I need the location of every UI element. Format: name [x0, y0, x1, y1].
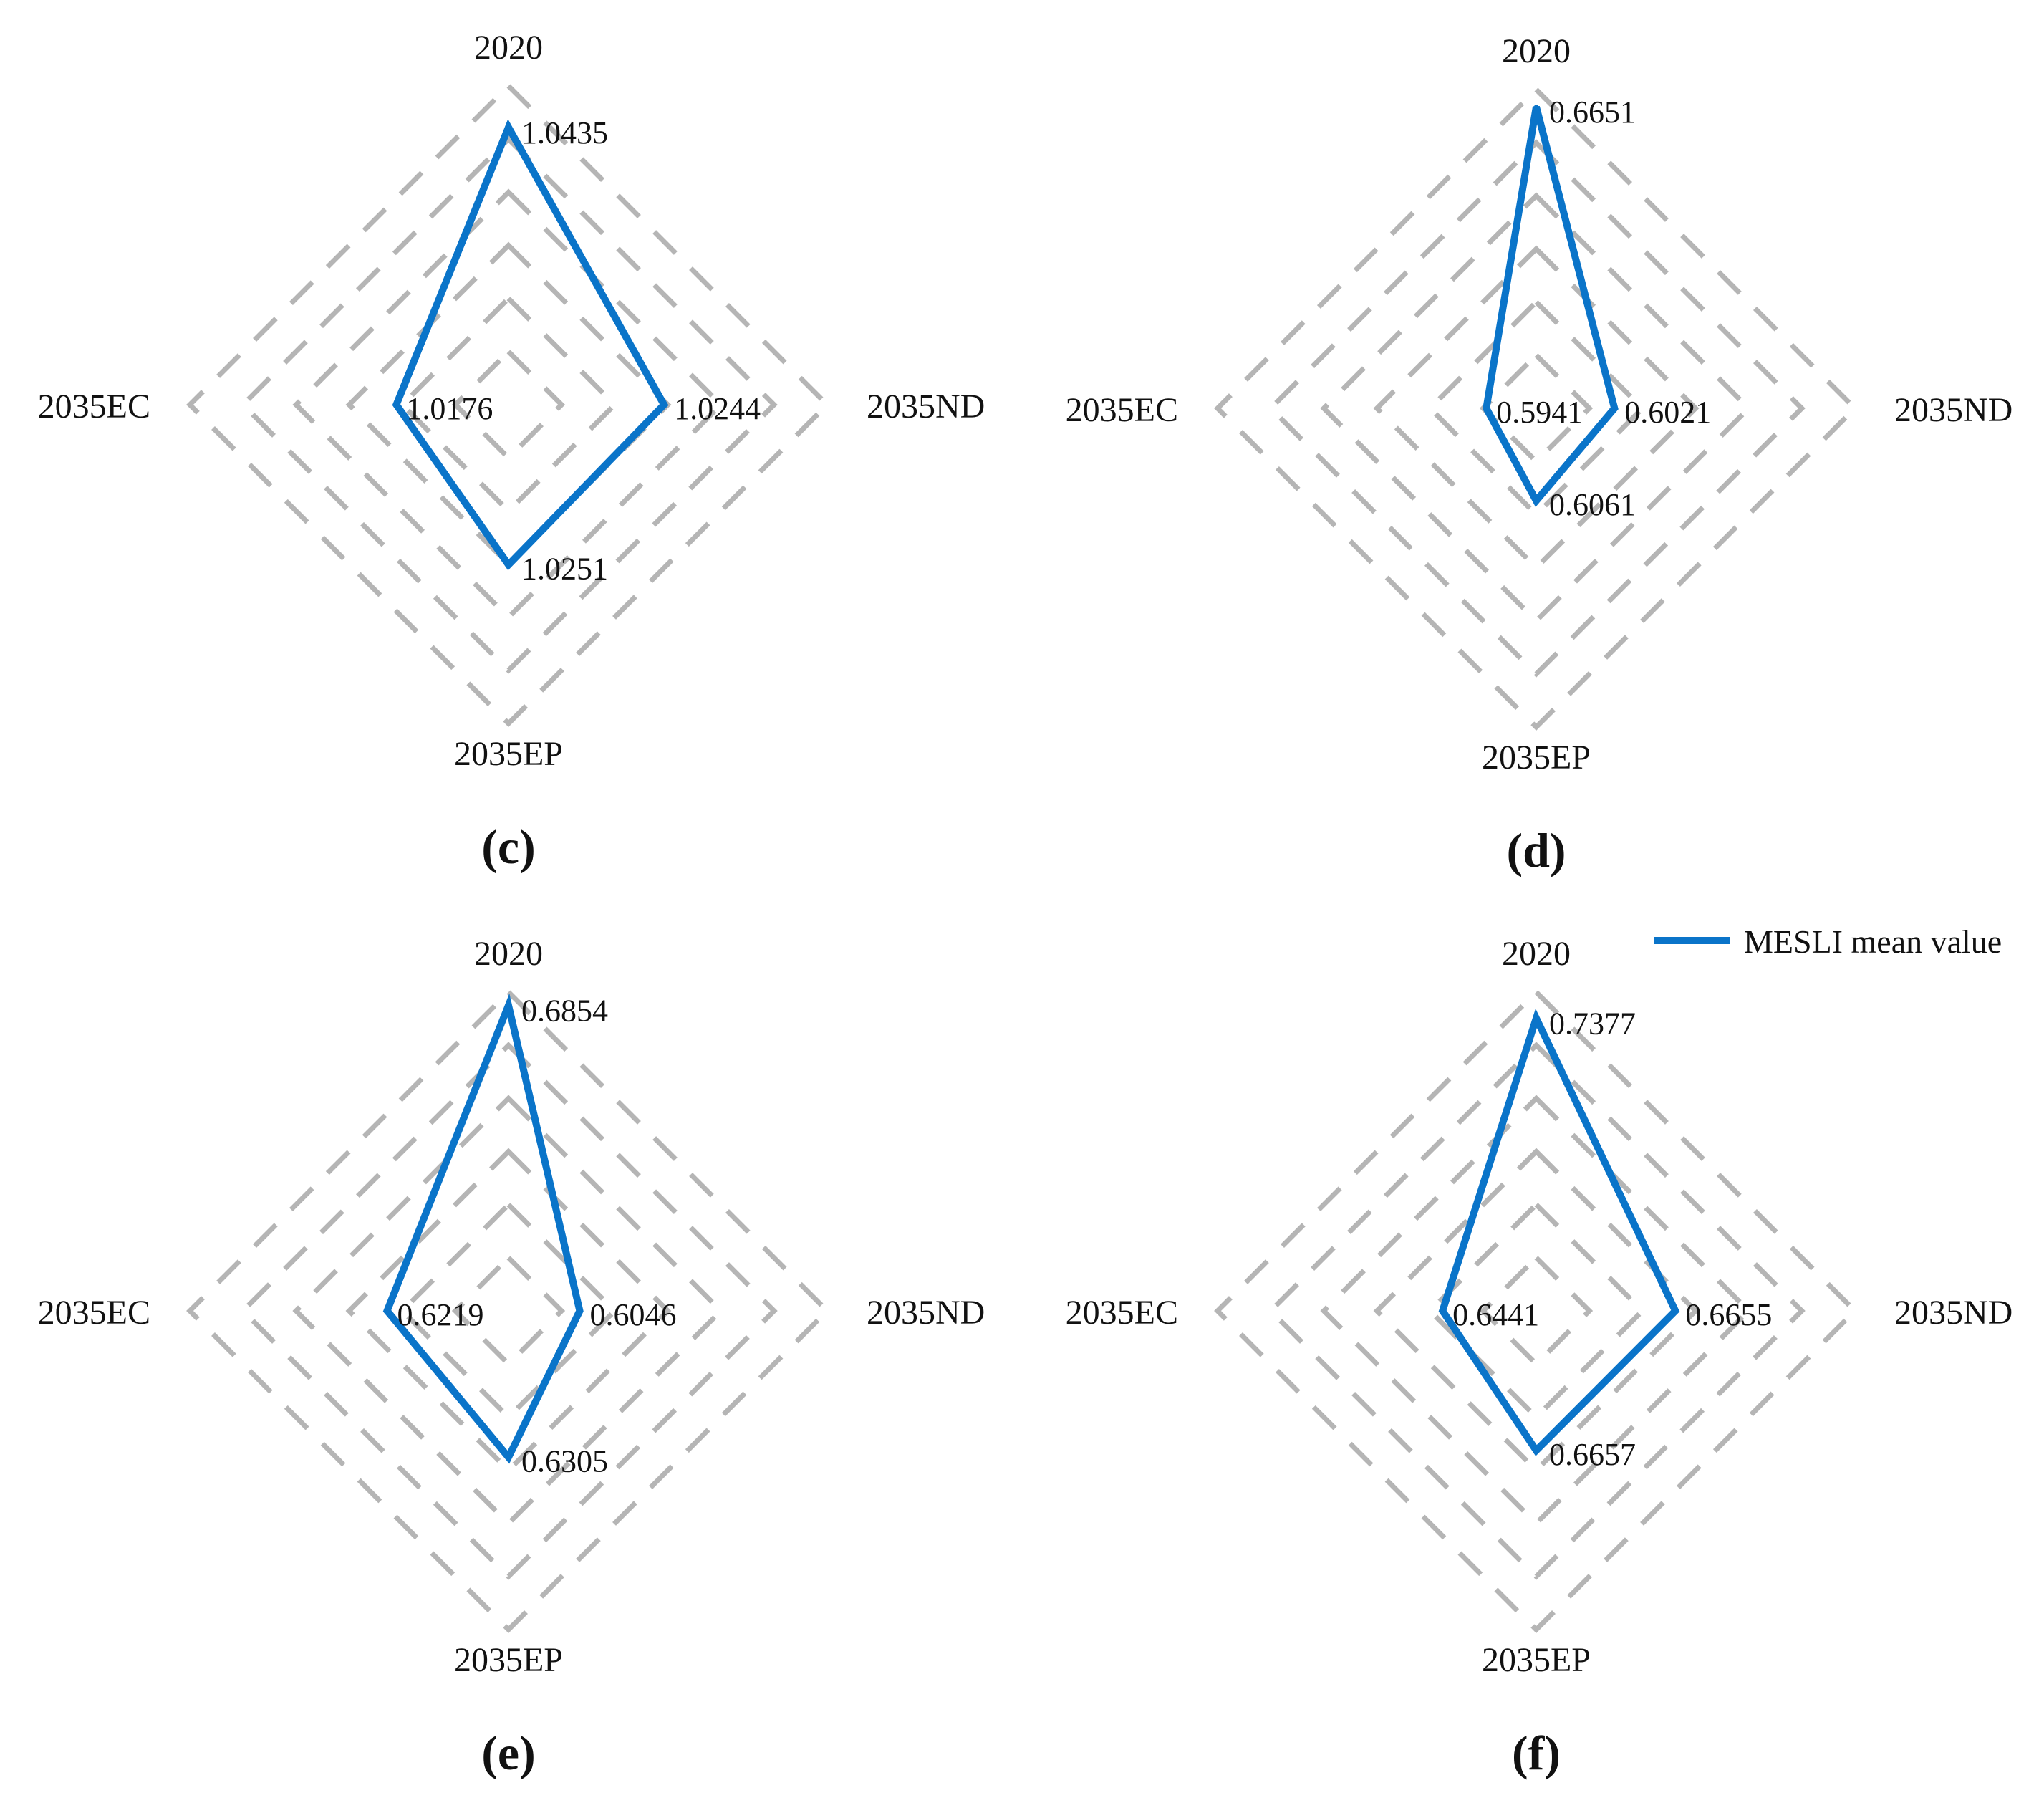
data-point-2035ep — [506, 562, 511, 567]
panel-label: (e) — [481, 1726, 535, 1780]
data-label-2035ep: 0.6305 — [521, 1443, 608, 1478]
axis-label-2035nd: 2035ND — [1894, 1294, 2012, 1332]
grid-ring-4 — [296, 192, 720, 617]
data-label-2035ep: 0.6061 — [1549, 487, 1636, 522]
data-point-2035ec — [1484, 406, 1488, 410]
axis-label-2035ep: 2035EP — [1482, 1641, 1591, 1679]
axis-label-2035nd: 2035ND — [1894, 391, 2012, 429]
axis-label-2035ec: 2035EC — [38, 1294, 150, 1332]
data-label-2020: 1.0435 — [521, 115, 608, 150]
panel-label: (f) — [1512, 1726, 1561, 1780]
axis-label-2020: 2020 — [1502, 32, 1571, 70]
series-line-mesli — [1486, 107, 1614, 501]
data-label-2035ec: 0.6219 — [397, 1297, 483, 1332]
data-label-2035nd: 0.6046 — [590, 1297, 677, 1332]
axis-label-2035nd: 2035ND — [867, 388, 985, 425]
axis-label-2035ep: 2035EP — [1482, 739, 1591, 776]
axis-label-2035ec: 2035EC — [1066, 391, 1178, 429]
data-point-2035ec — [1440, 1309, 1445, 1313]
data-point-2035ep — [506, 1455, 511, 1459]
data-label-2035ec: 1.0176 — [406, 391, 493, 426]
data-label-2020: 0.6651 — [1549, 95, 1636, 130]
data-label-2020: 0.6854 — [521, 994, 608, 1029]
series-line-mesli — [1442, 1019, 1675, 1451]
axis-label-2035nd: 2035ND — [867, 1294, 985, 1332]
legend-label: MESLI mean value — [1744, 923, 2002, 960]
radar-panel-c: 1.0435 1.0244 1.0251 1.0176 2020 2035ND 2035EP… — [38, 29, 985, 874]
data-point-2020 — [1534, 1016, 1538, 1021]
data-point-2035ep — [1534, 1448, 1538, 1453]
grid-ring-5 — [243, 1045, 774, 1577]
data-point-2035ec — [385, 1309, 390, 1313]
radar-panel-e: 0.6854 0.6046 0.6305 0.6219 2020 2035ND 2035EP… — [38, 935, 985, 1780]
axis-label-2035ec: 2035EC — [38, 388, 150, 425]
axis-label-2035ec: 2035EC — [1066, 1294, 1178, 1332]
axis-label-2035ep: 2035EP — [454, 735, 563, 773]
data-point-2020 — [1534, 105, 1538, 109]
panel-label: (c) — [481, 819, 535, 874]
panel-label: (d) — [1506, 823, 1566, 877]
data-label-2035ep: 0.6657 — [1549, 1437, 1636, 1472]
data-point-2020 — [506, 125, 511, 130]
axis-label-2035ep: 2035EP — [454, 1641, 563, 1679]
radar-panel-f: 0.7377 0.6655 0.6657 0.6441 2020 2035ND 2035EP… — [1066, 935, 2013, 1780]
data-label-2035nd: 1.0244 — [674, 391, 761, 426]
axis-label-2020: 2020 — [474, 935, 543, 973]
data-point-2035nd — [662, 403, 666, 407]
axis-label-2020: 2020 — [474, 29, 543, 67]
legend: MESLI mean value — [1654, 923, 2002, 960]
data-label-2035ep: 1.0251 — [521, 551, 608, 586]
axis-label-2020: 2020 — [1502, 935, 1571, 973]
data-label-2035ec: 0.5941 — [1496, 395, 1583, 430]
data-label-2035ec: 0.6441 — [1452, 1297, 1539, 1332]
data-label-2035nd: 0.6655 — [1685, 1297, 1772, 1332]
data-label-2020: 0.7377 — [1549, 1006, 1636, 1041]
data-point-2035ep — [1534, 499, 1538, 503]
data-label-2035nd: 0.6021 — [1624, 395, 1711, 430]
data-point-2035ec — [394, 403, 398, 407]
radar-panel-d: 0.6651 0.6021 0.6061 0.5941 2020 2035ND 2035EP… — [1066, 32, 2013, 877]
grid-ring-6 — [190, 992, 827, 1630]
data-point-2035nd — [1673, 1309, 1677, 1313]
data-point-2035nd — [578, 1309, 582, 1313]
data-point-2035nd — [1612, 406, 1616, 410]
radar-chart-figure: 1.0435 1.0244 1.0251 1.0176 2020 2035ND 2035EP… — [0, 0, 2044, 1813]
data-point-2020 — [506, 1004, 511, 1008]
